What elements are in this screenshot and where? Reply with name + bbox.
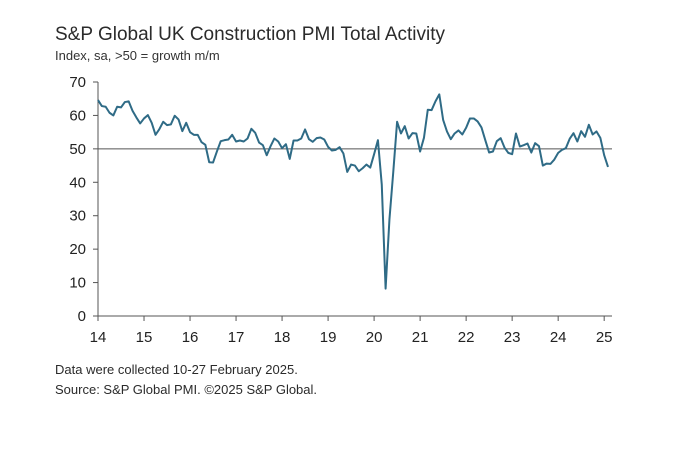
x-tick-label: 16	[182, 329, 199, 346]
x-tick-label: 24	[550, 329, 567, 346]
y-tick-label: 20	[69, 241, 86, 258]
y-axis: 0 10 20 30 40 50 60 70	[69, 74, 99, 325]
x-axis: 14 15 16 17 18 19 20 21 22 23 24 25	[90, 315, 613, 346]
series-line	[97, 93, 609, 290]
y-tick-label: 70	[69, 74, 86, 91]
x-tick-label: 19	[320, 329, 337, 346]
x-tick-label: 22	[458, 329, 475, 346]
y-tick-label: 30	[69, 208, 86, 225]
x-tick-label: 25	[596, 329, 613, 346]
x-tick-label: 21	[412, 329, 429, 346]
x-tick-label: 20	[366, 329, 383, 346]
data-collection-note: Data were collected 10-27 February 2025.	[55, 362, 298, 377]
chart-title: S&P Global UK Construction PMI Total Act…	[55, 24, 446, 45]
y-tick-label: 40	[69, 174, 86, 191]
x-tick-label: 23	[504, 329, 521, 346]
x-tick-label: 18	[274, 329, 291, 346]
source-note: Source: S&P Global PMI. ©2025 S&P Global…	[55, 382, 318, 397]
y-tick-label: 10	[69, 275, 86, 292]
x-tick-label: 14	[90, 329, 107, 346]
chart-subtitle: Index, sa, >50 = growth m/m	[55, 48, 220, 63]
x-tick-label: 17	[228, 329, 245, 346]
y-tick-label: 60	[69, 107, 86, 124]
x-tick-label: 15	[136, 329, 153, 346]
y-tick-label: 0	[78, 308, 86, 325]
plot-area	[97, 93, 612, 290]
y-tick-label: 50	[69, 141, 86, 158]
